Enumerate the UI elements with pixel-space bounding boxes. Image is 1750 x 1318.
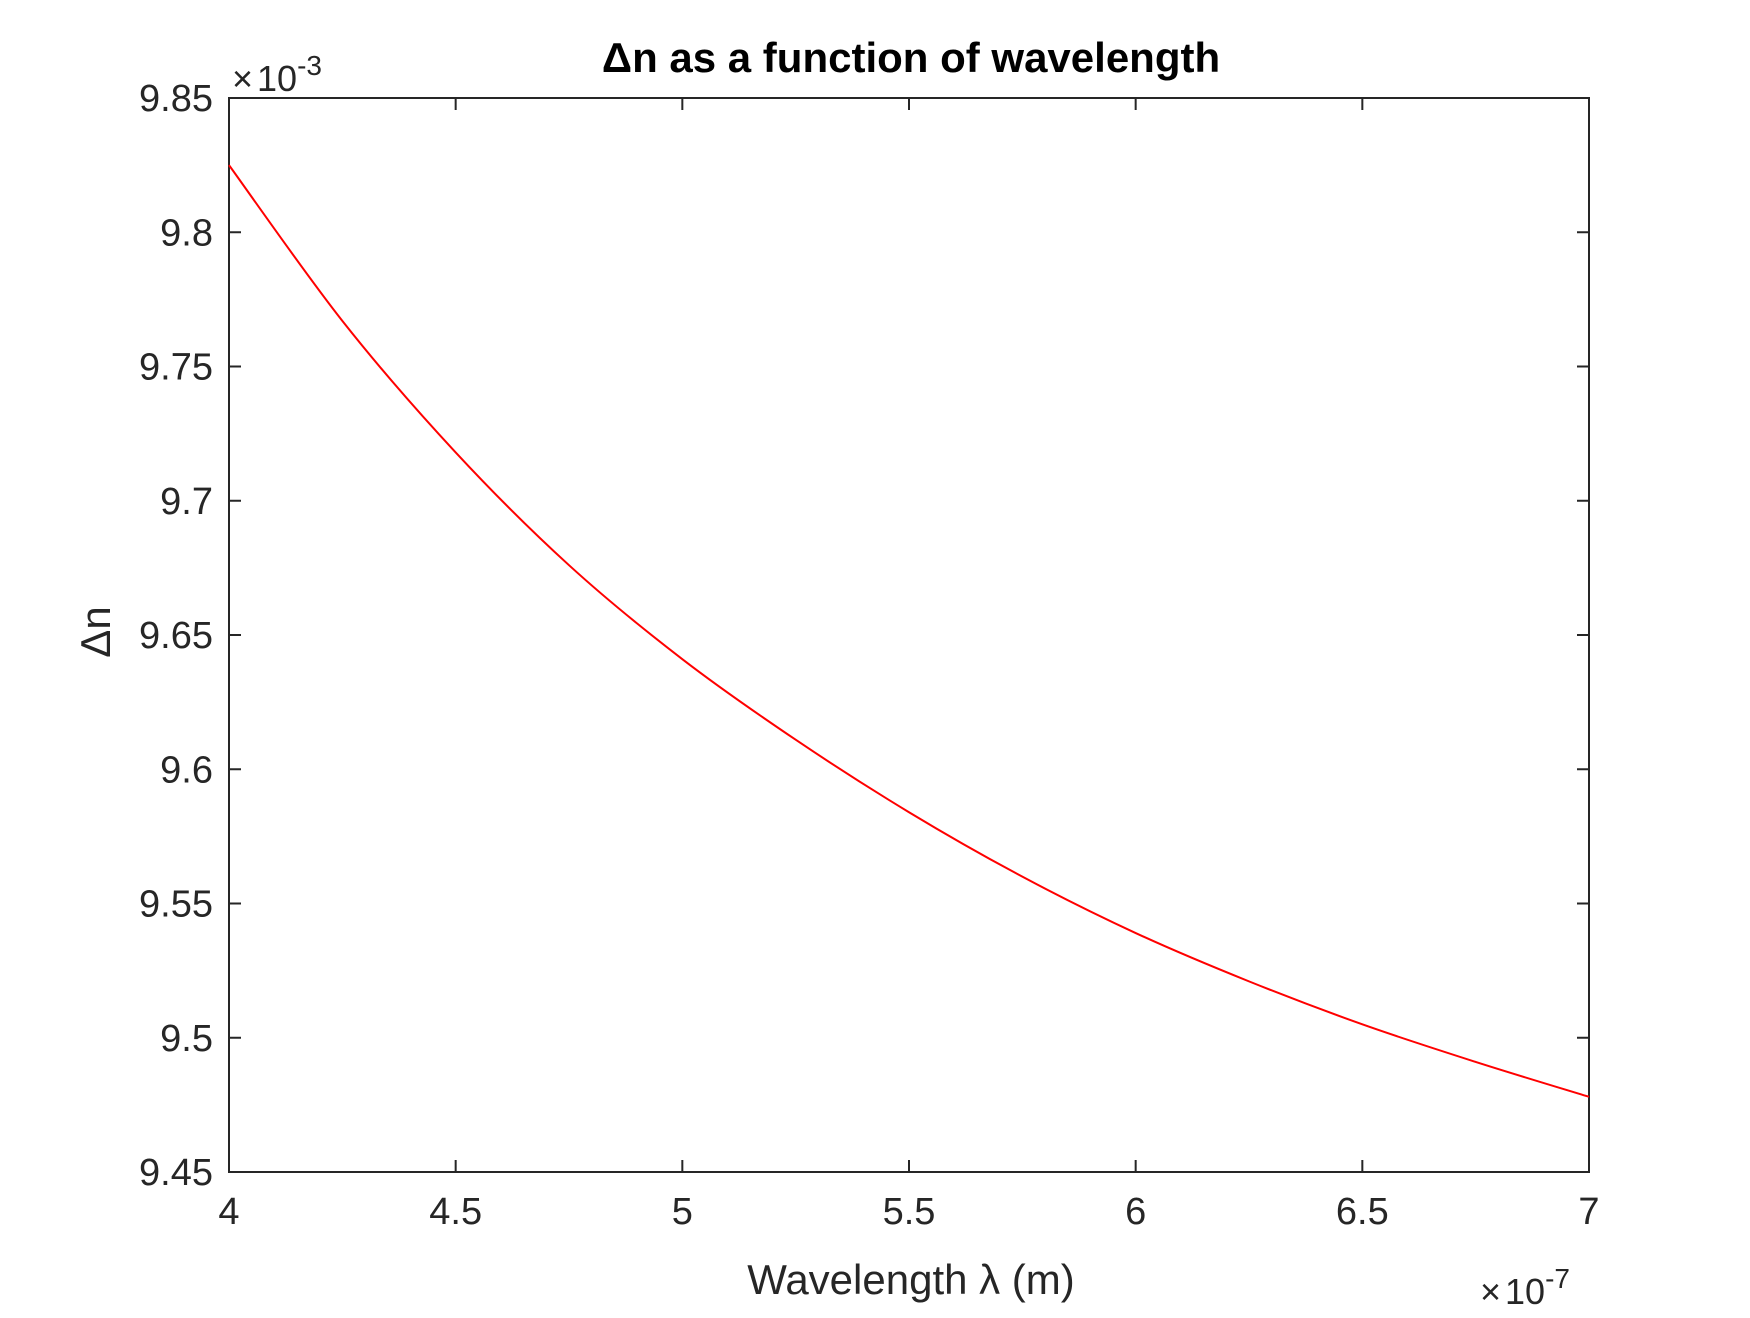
y-tick-label: 9.6: [160, 749, 213, 791]
y-axis-label: Δn: [72, 606, 119, 657]
y-tick-label: 9.45: [139, 1152, 213, 1194]
x-tick-label: 7: [1578, 1191, 1599, 1233]
y-exponent-power: -3: [297, 50, 322, 81]
y-tick-label: 9.8: [160, 212, 213, 254]
x-exponent-base: 10: [1505, 1271, 1545, 1312]
y-tick-label: 9.5: [160, 1018, 213, 1060]
plot-area: [228, 97, 1590, 1173]
y-tick-label: 9.75: [139, 347, 213, 389]
x-axis-tick-labels: 4 4.5 5 5.5 6 6.5 7: [218, 1191, 1599, 1233]
x-axis-exponent: × 10-7: [1480, 1263, 1570, 1312]
y-tick-label: 9.85: [139, 78, 213, 120]
x-tick-label: 5: [672, 1191, 693, 1233]
y-axis-exponent: × 10-3: [232, 50, 322, 99]
y-tick-label: 9.65: [139, 615, 213, 657]
y-tick-label: 9.55: [139, 884, 213, 926]
series-line: [228, 164, 1590, 1098]
x-exponent-power: -7: [1545, 1263, 1570, 1294]
y-exponent-multiplier: ×: [232, 58, 253, 99]
chart-title: Δn as a function of wavelength: [602, 34, 1220, 81]
x-tick-label: 5.5: [883, 1191, 936, 1233]
series-layer: [228, 164, 1590, 1098]
y-axis-ticks: [229, 97, 1589, 1173]
x-exponent-multiplier: ×: [1480, 1271, 1501, 1312]
x-tick-label: 6.5: [1336, 1191, 1389, 1233]
x-tick-label: 4: [218, 1191, 239, 1233]
y-tick-label: 9.7: [160, 481, 213, 523]
x-axis-label: Wavelength λ (m): [747, 1256, 1075, 1303]
y-axis-tick-labels: 9.45 9.5 9.55 9.6 9.65 9.7 9.75 9.8 9.85: [139, 78, 213, 1194]
x-tick-label: 6: [1125, 1191, 1146, 1233]
x-tick-label: 4.5: [429, 1191, 482, 1233]
y-exponent-base: 10: [257, 58, 297, 99]
x-axis-ticks: [228, 98, 1590, 1172]
